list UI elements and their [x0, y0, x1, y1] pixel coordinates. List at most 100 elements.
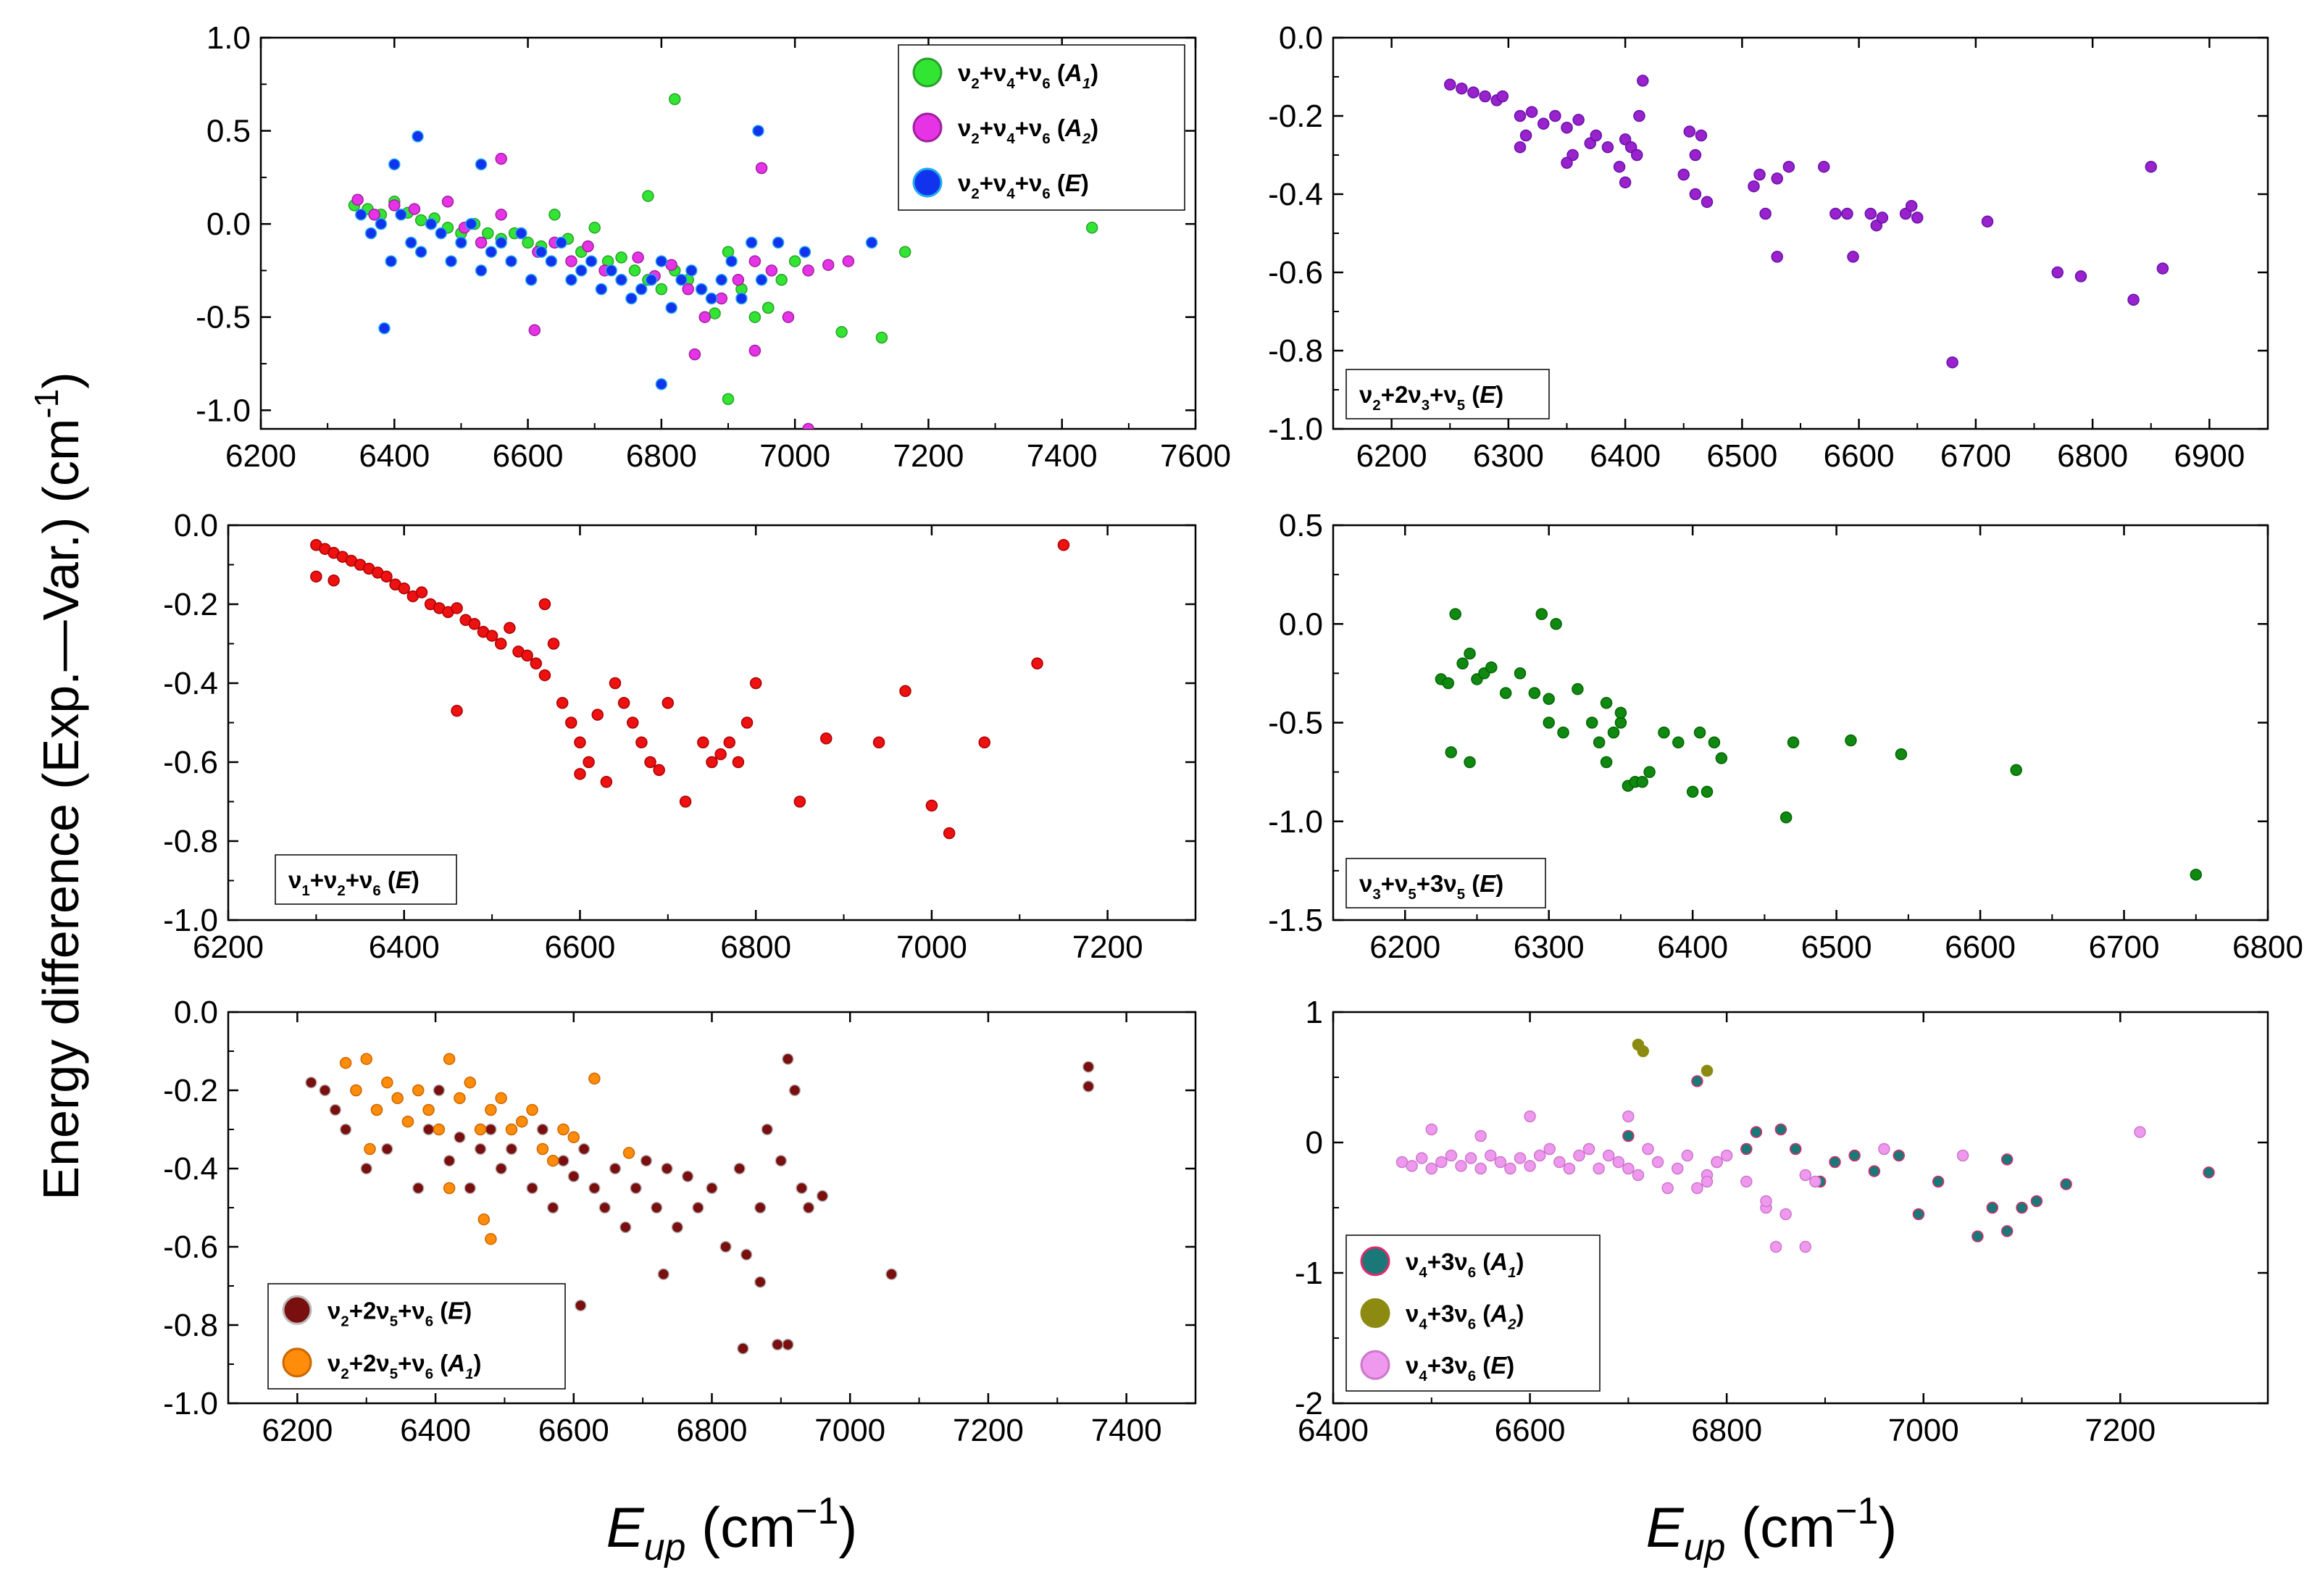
- data-point: [505, 1123, 518, 1136]
- data-point: [782, 1338, 794, 1351]
- x-tick-label: 7200: [2085, 1413, 2156, 1448]
- x-tick-label: 6200: [193, 929, 264, 965]
- legend-box: [898, 44, 1185, 211]
- data-point: [1864, 207, 1877, 220]
- data-point: [1395, 1156, 1409, 1169]
- x-tick-label: 6200: [1369, 929, 1440, 965]
- data-point: [609, 677, 622, 690]
- data-point: [740, 716, 754, 729]
- data-point: [1590, 129, 1603, 142]
- data-point: [1614, 706, 1627, 719]
- data-point: [2156, 262, 2169, 275]
- data-point: [536, 1142, 549, 1156]
- data-point: [1845, 734, 1857, 747]
- y-tick-label: 0: [1306, 1125, 1323, 1161]
- x-tick-label: 7400: [1027, 438, 1098, 474]
- x-label-left: Eup (cm−1): [606, 1490, 858, 1568]
- data-point: [1573, 1149, 1585, 1162]
- data-point: [771, 1338, 784, 1351]
- data-point: [536, 1123, 549, 1136]
- data-point: [339, 1123, 352, 1136]
- x-tick-label: 6700: [2089, 929, 2160, 965]
- data-point: [1672, 1162, 1684, 1175]
- data-point: [1681, 1149, 1694, 1162]
- data-point: [661, 1162, 673, 1175]
- data-point: [1753, 168, 1766, 181]
- data-point: [697, 736, 709, 748]
- data-point: [640, 1154, 653, 1167]
- data-point: [388, 199, 401, 212]
- data-point: [705, 292, 718, 305]
- data-point: [615, 251, 627, 264]
- data-point: [1829, 1156, 1841, 1169]
- y-tick-label: -0.4: [163, 1151, 218, 1187]
- data-point: [1956, 1149, 1969, 1162]
- data-point: [495, 1092, 507, 1105]
- data-point: [1637, 75, 1649, 87]
- data-point: [1504, 1162, 1516, 1175]
- y-tick-label: -2: [1295, 1386, 1323, 1421]
- data-point: [1632, 1038, 1645, 1051]
- data-point: [802, 264, 814, 277]
- data-point: [364, 1142, 376, 1156]
- y-tick-label: -1.0: [163, 1386, 218, 1421]
- data-point: [454, 1092, 466, 1105]
- data-point: [305, 1076, 317, 1089]
- y-tick-label: 0.0: [1279, 606, 1323, 642]
- legend-label: ν4+3ν6 (A1): [1406, 1248, 1524, 1281]
- data-point: [737, 1342, 749, 1355]
- data-point: [1524, 1110, 1536, 1123]
- data-point: [1636, 776, 1648, 788]
- data-point: [682, 283, 694, 296]
- data-point: [530, 657, 543, 669]
- legend-label: ν2+ν4+ν6 (A1): [958, 59, 1098, 92]
- data-point: [1847, 251, 1859, 263]
- data-point: [1779, 1208, 1792, 1221]
- data-point: [632, 251, 644, 264]
- legend-box: [275, 854, 457, 905]
- data-point: [1485, 661, 1498, 674]
- x-tick-label: 6400: [1298, 1413, 1369, 1448]
- data-point: [796, 1182, 808, 1195]
- global-y-label-sup: -1: [28, 389, 65, 419]
- x-tick-label: 6900: [2174, 438, 2245, 474]
- data-point: [556, 697, 569, 709]
- data-point: [464, 1182, 476, 1195]
- data-point: [1818, 160, 1830, 173]
- data-point: [351, 193, 364, 206]
- data-point: [1878, 1142, 1890, 1156]
- data-point: [381, 1076, 393, 1089]
- data-point: [630, 1182, 642, 1195]
- data-point: [2060, 1178, 2072, 1190]
- data-point: [422, 1123, 435, 1136]
- data-point: [1876, 212, 1889, 224]
- data-point: [1672, 736, 1685, 748]
- data-point: [360, 1162, 372, 1175]
- data-point: [1774, 1123, 1787, 1136]
- data-point: [755, 162, 768, 175]
- data-point: [865, 236, 878, 249]
- data-point: [474, 1142, 487, 1156]
- x-tick-label: 6400: [359, 438, 430, 474]
- x-tick-label: 6600: [545, 929, 616, 965]
- data-point: [1561, 121, 1573, 134]
- data-point: [761, 1123, 774, 1136]
- data-point: [433, 1084, 446, 1097]
- legend-label: ν3+ν5+3ν5 (E): [1359, 870, 1503, 903]
- data-point: [2190, 869, 2203, 881]
- x-tick-label: 6700: [1940, 438, 2011, 474]
- x-tick-label: 7600: [1160, 438, 1231, 474]
- data-point: [1543, 716, 1555, 729]
- data-point: [525, 274, 538, 286]
- data-point: [477, 1213, 491, 1226]
- data-point: [775, 274, 788, 286]
- data-point: [1711, 1156, 1723, 1169]
- y-tick-label: -0.2: [163, 1073, 218, 1108]
- data-point: [1572, 114, 1585, 126]
- data-point: [898, 246, 911, 258]
- x-tick-label: 7000: [896, 929, 967, 965]
- data-point: [662, 697, 675, 709]
- data-point: [1619, 176, 1632, 189]
- data-point: [2145, 160, 2157, 173]
- data-point: [1740, 1142, 1753, 1156]
